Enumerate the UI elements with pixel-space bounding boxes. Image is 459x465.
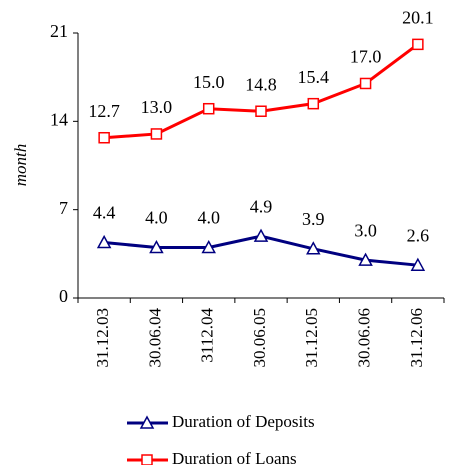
marker — [149, 239, 164, 254]
data-label: 15.4 — [298, 67, 330, 87]
data-label: 13.0 — [141, 97, 173, 117]
y-tick-label: 21 — [50, 21, 68, 41]
data-label: 12.7 — [88, 101, 120, 121]
marker — [201, 239, 216, 254]
data-label: 4.9 — [250, 196, 273, 216]
marker — [358, 252, 373, 266]
data-label: 2.6 — [407, 225, 430, 245]
data-label: 17.0 — [350, 47, 382, 67]
data-label: 4.4 — [93, 203, 116, 223]
x-tick-label: 31.12.06 — [407, 308, 426, 368]
marker — [359, 77, 372, 90]
marker — [141, 454, 153, 465]
data-label: 20.1 — [402, 7, 434, 27]
marker — [98, 131, 110, 144]
marker — [202, 102, 215, 115]
marker — [412, 38, 424, 51]
y-tick-label: 14 — [50, 109, 68, 129]
marker — [253, 228, 269, 242]
data-label: 15.0 — [193, 72, 225, 92]
y-axis-label: month — [11, 144, 30, 187]
legend-label: Duration of Loans — [172, 449, 297, 465]
data-label: 14.8 — [245, 74, 277, 94]
x-tick-label: 31.12.05 — [302, 308, 321, 368]
marker — [139, 415, 155, 429]
x-tick-label: 30.06.05 — [250, 308, 269, 368]
x-tick-label: 31.12.03 — [93, 308, 112, 368]
marker — [306, 241, 321, 255]
x-tick-label: 3112.04 — [198, 308, 217, 363]
data-label: 4.0 — [197, 208, 220, 228]
y-tick-label: 0 — [59, 286, 68, 306]
y-tick-label: 7 — [59, 198, 68, 218]
x-tick-label: 30.06.06 — [354, 308, 373, 368]
marker — [410, 257, 426, 271]
marker — [96, 234, 112, 249]
marker — [150, 128, 163, 140]
data-label: 4.0 — [145, 208, 168, 228]
legend-label: Duration of Deposits — [172, 412, 315, 431]
data-label: 3.9 — [302, 209, 325, 229]
marker — [307, 97, 320, 110]
x-tick-label: 30.06.04 — [145, 308, 164, 368]
marker — [255, 105, 267, 117]
data-label: 3.0 — [354, 220, 377, 240]
